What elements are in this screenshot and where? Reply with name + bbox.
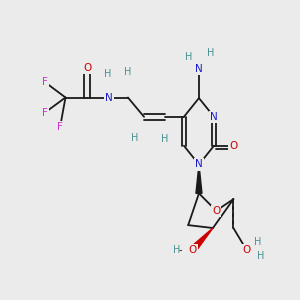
Text: N: N — [210, 112, 218, 122]
Text: -: - — [179, 245, 182, 255]
Text: O: O — [229, 141, 238, 151]
Text: N: N — [195, 160, 203, 170]
Text: O: O — [83, 63, 91, 73]
Text: F: F — [42, 77, 48, 87]
Text: H: H — [131, 133, 138, 142]
Polygon shape — [190, 228, 213, 254]
Polygon shape — [196, 164, 202, 194]
Text: N: N — [195, 64, 203, 74]
Text: H: H — [124, 67, 132, 77]
Text: H: H — [256, 251, 264, 261]
Text: H: H — [104, 68, 112, 79]
Text: H: H — [207, 48, 214, 58]
Text: O: O — [188, 245, 196, 255]
Text: H: H — [173, 245, 181, 255]
Text: H: H — [173, 248, 180, 258]
Text: F: F — [42, 107, 48, 118]
Text: H: H — [161, 134, 168, 144]
Text: H: H — [254, 238, 262, 248]
Text: O: O — [212, 206, 220, 216]
Text: N: N — [105, 92, 112, 103]
Text: H: H — [184, 52, 192, 62]
Text: F: F — [57, 122, 63, 132]
Text: O: O — [242, 245, 250, 255]
